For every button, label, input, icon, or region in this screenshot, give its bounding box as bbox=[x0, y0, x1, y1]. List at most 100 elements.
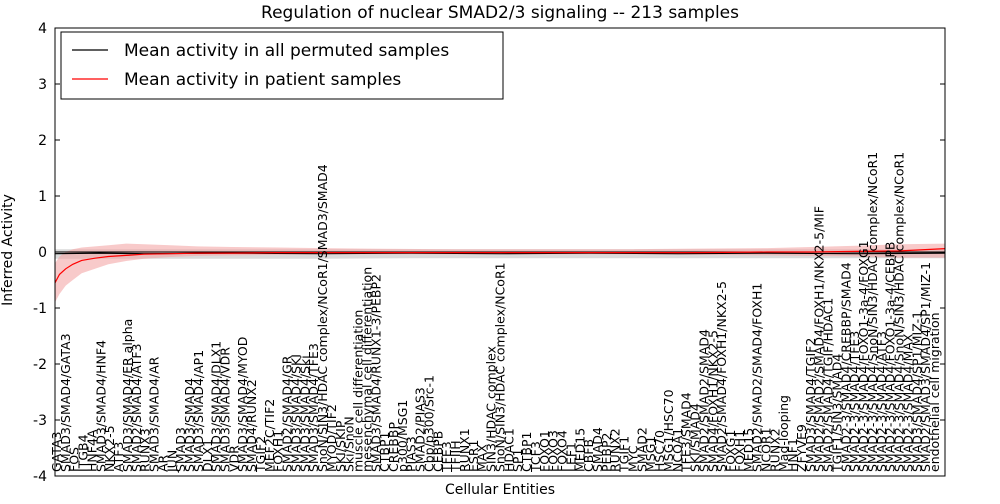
legend-label-permuted: Mean activity in all permuted samples bbox=[124, 41, 449, 61]
category-label: SMAD2-3/SMAD4/MAX bbox=[900, 333, 915, 472]
category-label: FOXO4 bbox=[555, 430, 570, 472]
category-label: JUN bbox=[164, 450, 179, 473]
category-label: FOS bbox=[67, 447, 82, 472]
legend-label-patient: Mean activity in patient samples bbox=[124, 70, 401, 90]
category-label: SMAD2-3/SMAD4/ATF3 bbox=[874, 331, 889, 472]
category-label: SMAD3/SMAD4/RUNX1-3/PEBP2 bbox=[368, 274, 383, 472]
y-axis: -4 -3 -2 -1 0 1 2 3 4 bbox=[33, 21, 945, 485]
category-label: SMAD3/SMAD4/Ski bbox=[297, 355, 312, 472]
category-label: TGIF2 bbox=[253, 436, 268, 473]
category-label: SKI/SMAD4 bbox=[688, 403, 703, 472]
category-label: SMAD2/SMAD2/SMAD4/FOXH1 bbox=[750, 283, 765, 472]
category-label: CEBPB bbox=[430, 431, 445, 472]
category-label: SMAD3/SMAD4/TGIF2 bbox=[803, 338, 818, 472]
category-label: SMAD4 bbox=[590, 427, 605, 472]
category-label: SMAD3/SMAD4/SKI bbox=[289, 354, 304, 472]
category-label: MSG1/HSC70 bbox=[661, 389, 676, 472]
y-tick-label: 4 bbox=[38, 21, 47, 37]
category-label: SIN3/HDAC complex bbox=[484, 346, 499, 472]
category-label: LEF1 bbox=[563, 442, 578, 472]
category-label: endothelial cell migration bbox=[927, 312, 942, 472]
category-label: HSC70 bbox=[652, 430, 667, 472]
category-label: ESR1 bbox=[466, 440, 481, 472]
permuted-mean-line bbox=[54, 252, 946, 255]
category-label: PIAS3 bbox=[404, 436, 419, 472]
category-label: SMAD2-3/SMAD4/FOXO1-3a-4/CEBPB bbox=[883, 242, 898, 472]
category-label: ITGB4 bbox=[76, 434, 91, 472]
category-label: SMAD4/FOXH1/NKX2-5 bbox=[705, 330, 720, 472]
category-label: MED15 bbox=[741, 428, 756, 472]
category-label: AR bbox=[155, 454, 170, 472]
plot-area bbox=[54, 243, 946, 303]
category-label: MYC bbox=[626, 445, 641, 472]
category-label: TGIF1/SIN3/SMAD4 bbox=[829, 354, 844, 473]
category-label: mesenchymal cell differentiation bbox=[359, 267, 374, 472]
category-label: HNF1 bbox=[785, 438, 800, 472]
category-label: SMAD2/SMAD4/TGIF/HDAC1 bbox=[821, 298, 836, 472]
category-label: SMAD2-3/SMAD4/SnoN/SIN3/HDAC complex/NCo… bbox=[865, 152, 880, 472]
category-label: SMAD2/SMAD4/GR bbox=[280, 355, 295, 472]
category-label: SMAD3/SMAD4/MYOD bbox=[235, 337, 250, 472]
category-label: SMAD3/SMAD4/SP1/MIZ-1 bbox=[909, 311, 924, 472]
category-label: ATF3 bbox=[111, 442, 126, 472]
y-tick-label: -3 bbox=[33, 413, 47, 429]
category-label: FOXO3 bbox=[546, 430, 561, 472]
category-label: muscle cell differentiation bbox=[351, 310, 366, 472]
patient-band bbox=[55, 243, 945, 303]
category-label: TFIIH bbox=[448, 440, 463, 473]
category-label: SMAD3/SMAD4/DLX1 bbox=[209, 341, 224, 472]
category-label: SMAD2/SMAD2/SMAD4/FOXH1/NKX2-5/MIF bbox=[812, 206, 827, 472]
legend: Mean activity in all permuted samples Me… bbox=[60, 31, 504, 100]
category-label: SMAD3/SMAD4 bbox=[182, 378, 197, 472]
category-label-group: GATA3SMAD3/SMAD4/GATA3FOSITGB4HNF4ASMAD3… bbox=[49, 152, 942, 473]
category-label: FOXG1 bbox=[723, 430, 738, 472]
category-label: MED15 bbox=[572, 428, 587, 472]
category-label: SMAD2-3/SMAD4/TFE3 bbox=[847, 331, 862, 472]
category-label: SnoN/SIN3/HDAC complex/NCoR1/SMAD3/SMAD4 bbox=[315, 164, 330, 472]
category-label: SKI/SKIP bbox=[333, 420, 348, 472]
legend-box bbox=[60, 31, 504, 100]
category-label: SMAD3/SMAD4/ER alpha bbox=[120, 319, 135, 472]
category-label: SMAD4/RUNX2 bbox=[244, 379, 259, 472]
x-axis-label: Cellular Entities bbox=[445, 482, 555, 498]
category-label: SMAD3/SMAD4/TFE3 bbox=[306, 343, 321, 472]
y-tick-label: 3 bbox=[38, 77, 47, 93]
category-label: SMAD3/SMAD4/AR bbox=[147, 356, 162, 472]
category-label: RUNX3 bbox=[138, 428, 153, 472]
category-label: NKX2-5 bbox=[102, 425, 117, 472]
category-label: DLX1 bbox=[200, 439, 215, 472]
category-label: SMAD2/PIAS3 bbox=[413, 387, 428, 472]
y-tick-label: -1 bbox=[33, 301, 47, 317]
category-label: SMAD3 bbox=[173, 427, 188, 472]
category-label: Ski/SnoN bbox=[342, 416, 357, 472]
category-label: SMAD2/SMAD3/SMAD4/SP1/MIZ-1 bbox=[918, 262, 933, 472]
category-label: NCOR1 bbox=[759, 427, 774, 472]
category-label: TFE3/SMAD4 bbox=[679, 392, 694, 473]
category-label: FOXO1 bbox=[537, 430, 552, 472]
category-label: FOXH1 bbox=[732, 430, 747, 472]
category-label: Cbp/p300/Src-1 bbox=[422, 375, 437, 472]
category-label: PEBP2 bbox=[599, 432, 614, 472]
category-label: SMAD3/SMAD4/HNF4 bbox=[93, 340, 108, 472]
category-label: MEF2C/TIF2 bbox=[262, 399, 277, 472]
category-label: SMAD3/SMAD4/GATA3 bbox=[58, 333, 73, 472]
chart-title: Regulation of nuclear SMAD2/3 signaling … bbox=[261, 3, 739, 23]
category-label: CBFB bbox=[581, 439, 596, 472]
category-label: CREBBP bbox=[386, 422, 401, 472]
category-label: VDR bbox=[226, 445, 241, 472]
y-axis-label: Inferred Activity bbox=[0, 194, 16, 306]
category-label: SnoN/SIN3/HDAC complex/NCoR1 bbox=[492, 262, 507, 472]
category-label: CTBP1 bbox=[519, 432, 534, 472]
category-label: FOXH1 bbox=[271, 430, 286, 472]
category-label: NCOA1 bbox=[670, 428, 685, 472]
category-label: CTBP1 bbox=[377, 432, 392, 472]
y-tick-label: -2 bbox=[33, 357, 47, 373]
category-label: SMAD2 bbox=[634, 427, 649, 472]
category-label: RUNX2 bbox=[767, 428, 782, 472]
category-label: SMAD3/SMAD4/VDR bbox=[218, 347, 233, 472]
category-label: ZFYVE9 bbox=[794, 424, 809, 472]
category-label: SMAD2-3/SMAD4/SnoN/SIN3/HDAC complex/NCo… bbox=[892, 152, 907, 472]
category-label: SMAD2/SMAD2/SMAD4 bbox=[696, 329, 711, 472]
